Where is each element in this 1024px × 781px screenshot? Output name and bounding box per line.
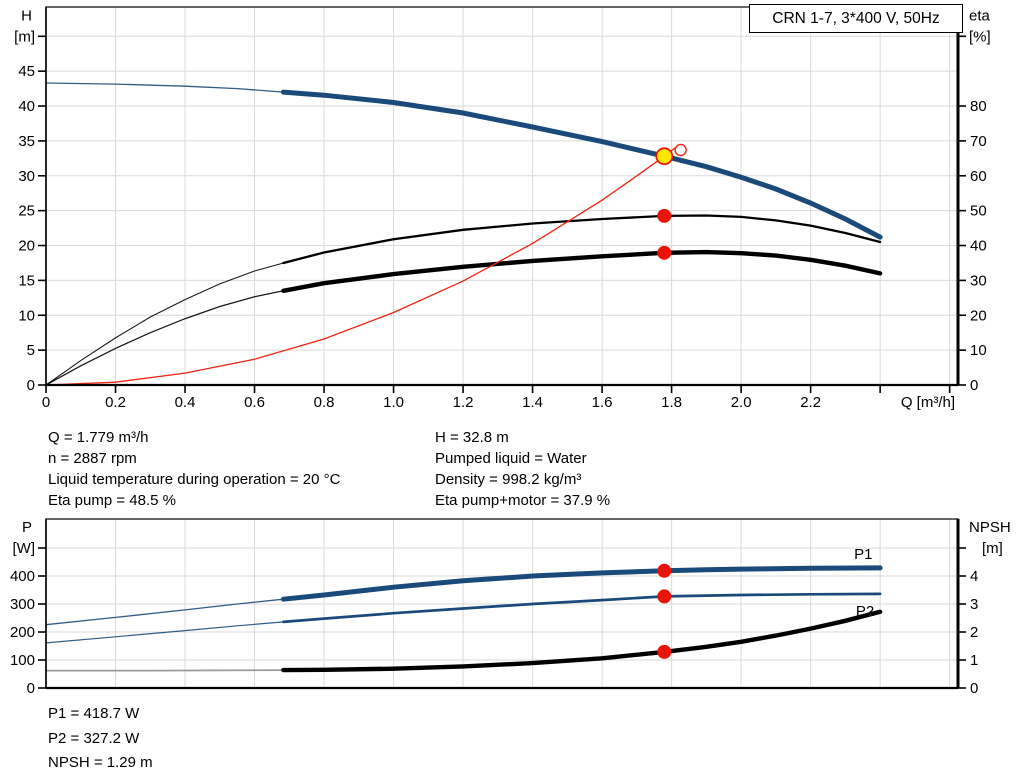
p1-duty-dot bbox=[657, 563, 672, 578]
svg-text:35: 35 bbox=[18, 133, 35, 150]
system-curve-end-ring bbox=[674, 143, 687, 157]
svg-text:1.0: 1.0 bbox=[383, 394, 404, 411]
svg-text:3: 3 bbox=[970, 596, 978, 613]
svg-text:1.6: 1.6 bbox=[592, 394, 613, 411]
svg-text:NPSH: NPSH bbox=[969, 519, 1011, 536]
svg-text:2: 2 bbox=[970, 624, 978, 641]
svg-text:15: 15 bbox=[18, 272, 35, 289]
npsh-duty-dot bbox=[657, 644, 672, 659]
svg-text:[%]: [%] bbox=[969, 28, 991, 45]
svg-text:H: H bbox=[21, 7, 32, 24]
svg-text:300: 300 bbox=[10, 596, 35, 613]
p2-duty-dot bbox=[657, 589, 672, 604]
svg-text:30: 30 bbox=[970, 272, 987, 289]
svg-text:[W]: [W] bbox=[13, 540, 36, 557]
annotation-speed: n = 2887 rpm bbox=[48, 450, 137, 467]
svg-text:25: 25 bbox=[18, 203, 35, 220]
svg-text:10: 10 bbox=[970, 342, 987, 359]
svg-text:1: 1 bbox=[970, 652, 978, 669]
svg-text:eta: eta bbox=[969, 7, 991, 24]
markers bbox=[657, 563, 672, 659]
annotation-temperature: Liquid temperature during operation = 20… bbox=[48, 471, 341, 488]
power-chart: 0 100 200 300 400 [W] P 0 1 2 3 4[m] NPSH P1 P2 bbox=[10, 518, 1011, 697]
svg-text:0.6: 0.6 bbox=[244, 394, 265, 411]
markers bbox=[655, 143, 687, 260]
annotation-eta-pump-motor: Eta pump+motor = 37.9 % bbox=[435, 492, 611, 509]
svg-text:[m]: [m] bbox=[14, 28, 35, 45]
svg-text:0: 0 bbox=[970, 377, 978, 394]
grid bbox=[46, 519, 958, 688]
duty-annotations-right: H = 32.8 m Pumped liquid = Water Density… bbox=[435, 427, 610, 511]
svg-text:80: 80 bbox=[970, 98, 987, 115]
series-system-curve bbox=[45, 147, 676, 386]
svg-text:0: 0 bbox=[27, 377, 35, 394]
series-P2 bbox=[45, 592, 882, 644]
svg-text:50: 50 bbox=[970, 203, 987, 220]
annotation-eta-pump: Eta pump = 48.5 % bbox=[48, 492, 176, 509]
chart-title-box: CRN 1-7, 3*400 V, 50Hz bbox=[749, 4, 963, 33]
svg-text:400: 400 bbox=[10, 568, 35, 585]
svg-text:100: 100 bbox=[10, 652, 35, 669]
svg-text:45: 45 bbox=[18, 63, 35, 80]
svg-text:30: 30 bbox=[18, 168, 35, 185]
series-label-P2: P2 bbox=[856, 603, 874, 620]
svg-text:0: 0 bbox=[27, 680, 35, 697]
ticks-and-labels: 0 100 200 300 400 [W] P 0 1 2 3 4[m] NPSH bbox=[10, 519, 1011, 697]
annotation-npsh: NPSH = 1.29 m bbox=[48, 754, 153, 771]
svg-text:70: 70 bbox=[970, 133, 987, 150]
svg-text:200: 200 bbox=[10, 624, 35, 641]
svg-text:4: 4 bbox=[970, 568, 978, 585]
hq-chart: 0 5 10 15 20 25 30 35 40 45 [m] H 0 10 20 30 40 50 60 70 80 [… bbox=[14, 6, 991, 411]
eta-pump-motor-duty-dot bbox=[657, 245, 672, 260]
power-annotations: P1 = 418.7 W P2 = 327.2 W NPSH = 1.29 m bbox=[48, 702, 153, 776]
series-label-P1: P1 bbox=[854, 546, 872, 563]
svg-text:40: 40 bbox=[970, 238, 987, 255]
svg-text:20: 20 bbox=[18, 238, 35, 255]
svg-text:60: 60 bbox=[970, 168, 987, 185]
duty-annotations-left: Q = 1.779 m³/h n = 2887 rpm Liquid tempe… bbox=[48, 427, 340, 511]
svg-text:P: P bbox=[22, 519, 32, 536]
svg-text:10: 10 bbox=[18, 307, 35, 324]
x-axis-label: Q [m³/h] bbox=[901, 394, 955, 411]
annotation-flow: Q = 1.779 m³/h bbox=[48, 429, 149, 446]
svg-text:0: 0 bbox=[970, 680, 978, 697]
svg-text:0.2: 0.2 bbox=[105, 394, 126, 411]
annotation-p2: P2 = 327.2 W bbox=[48, 729, 140, 747]
svg-text:1.4: 1.4 bbox=[522, 394, 543, 411]
svg-text:20: 20 bbox=[970, 307, 987, 324]
svg-text:1.8: 1.8 bbox=[661, 394, 682, 411]
svg-text:0.4: 0.4 bbox=[175, 394, 196, 411]
grid bbox=[46, 7, 958, 385]
ticks-and-labels: 0 5 10 15 20 25 30 35 40 45 [m] H 0 10 20 30 40 50 60 70 80 [… bbox=[14, 7, 991, 411]
svg-text:0.8: 0.8 bbox=[314, 394, 335, 411]
svg-text:1.2: 1.2 bbox=[453, 394, 474, 411]
annotation-density: Density = 998.2 kg/m³ bbox=[435, 471, 582, 488]
annotation-liquid: Pumped liquid = Water bbox=[435, 450, 587, 467]
svg-text:[m]: [m] bbox=[982, 540, 1003, 557]
annotation-p1: P1 = 418.7 W bbox=[48, 705, 140, 722]
svg-text:0: 0 bbox=[42, 394, 50, 411]
svg-text:5: 5 bbox=[27, 342, 35, 359]
svg-text:2.0: 2.0 bbox=[731, 394, 752, 411]
chart-title: CRN 1-7, 3*400 V, 50Hz bbox=[772, 9, 940, 27]
axes bbox=[45, 6, 960, 387]
eta-pump-duty-dot bbox=[657, 208, 672, 223]
svg-text:40: 40 bbox=[18, 98, 35, 115]
series-P1 bbox=[45, 565, 883, 626]
duty-point bbox=[655, 147, 674, 166]
annotation-head: H = 32.8 m bbox=[435, 429, 509, 446]
svg-text:2.2: 2.2 bbox=[800, 394, 821, 411]
